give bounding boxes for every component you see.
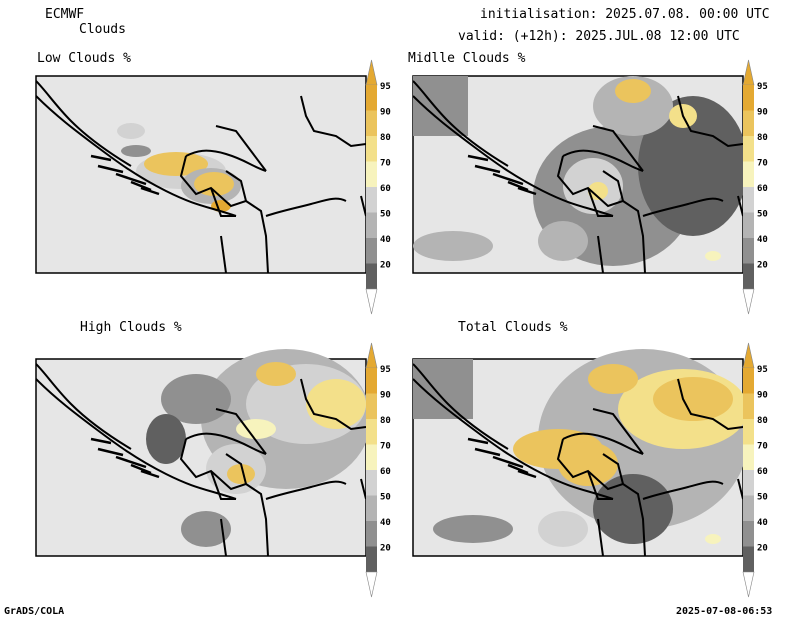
map-high-clouds bbox=[35, 349, 371, 557]
colorbar-tick-label: 50 bbox=[380, 210, 391, 220]
colorbar-segment bbox=[743, 393, 754, 419]
colorbar-tick-label: 60 bbox=[380, 467, 391, 477]
colorbar-tick-label: 95 bbox=[757, 82, 768, 92]
colorbar-segment bbox=[743, 136, 754, 162]
colorbar-tick-label: 80 bbox=[380, 416, 391, 426]
panel-title-mid: Midlle Clouds % bbox=[408, 51, 526, 66]
colorbar-tick-label: 20 bbox=[757, 544, 768, 554]
colorbar-top-arrow bbox=[742, 342, 755, 369]
colorbar-segment bbox=[743, 110, 754, 136]
colorbar-tick-label: 95 bbox=[380, 82, 391, 92]
colorbar-tick-label: 90 bbox=[380, 108, 391, 118]
colorbar-segment bbox=[366, 368, 377, 394]
panel-title-low: Low Clouds % bbox=[37, 51, 131, 66]
colorbar-tick-label: 70 bbox=[757, 442, 768, 452]
colorbar-tick-label: 80 bbox=[757, 416, 768, 426]
map-low-clouds bbox=[35, 75, 367, 274]
colorbar-tick-label: 95 bbox=[380, 365, 391, 375]
colorbar-tick-label: 50 bbox=[757, 210, 768, 220]
model-label: ECMWF bbox=[45, 7, 85, 22]
colorbar-bottom-arrow bbox=[365, 288, 378, 315]
colorbar-tick-label: 70 bbox=[757, 159, 768, 169]
colorbar-tick-label: 50 bbox=[757, 493, 768, 503]
colorbar-segment bbox=[366, 187, 377, 213]
colorbar-segment bbox=[743, 444, 754, 470]
footer-timestamp: 2025-07-08-06:53 bbox=[676, 606, 773, 617]
colorbar-tick-label: 20 bbox=[757, 261, 768, 271]
footer-credit: GrADS/COLA bbox=[4, 606, 65, 617]
map-middle-clouds bbox=[412, 75, 748, 274]
colorbar-total: 95 90 80 70 60 50 40 20 bbox=[742, 342, 768, 598]
colorbar-segment bbox=[743, 161, 754, 187]
colorbar-segment bbox=[743, 212, 754, 238]
colorbar-segment bbox=[743, 85, 754, 111]
colorbar-tick-label: 60 bbox=[380, 184, 391, 194]
colorbar-segment bbox=[366, 263, 377, 289]
colorbar-segment bbox=[366, 495, 377, 521]
colorbar-top-arrow bbox=[365, 59, 378, 86]
panel-title-total: Total Clouds % bbox=[458, 320, 568, 335]
colorbar-tick-label: 60 bbox=[757, 467, 768, 477]
colorbar-low: 95 90 80 70 60 50 40 20 bbox=[365, 59, 391, 315]
panel-title-high: High Clouds % bbox=[80, 320, 182, 335]
colorbar-tick-label: 95 bbox=[757, 365, 768, 375]
colorbar-segment bbox=[366, 419, 377, 445]
colorbar-tick-label: 90 bbox=[757, 108, 768, 118]
colorbar-segment bbox=[366, 136, 377, 162]
map-total-clouds bbox=[412, 349, 748, 557]
colorbar-tick-label: 70 bbox=[380, 442, 391, 452]
colorbar-segment bbox=[366, 470, 377, 496]
colorbar-bottom-arrow bbox=[742, 288, 755, 315]
cloud-field-high bbox=[146, 349, 371, 547]
colorbar-tick-label: 50 bbox=[380, 493, 391, 503]
colorbar-segment bbox=[366, 546, 377, 572]
colorbar-top-arrow bbox=[742, 59, 755, 86]
colorbar-tick-label: 20 bbox=[380, 261, 391, 271]
colorbar-tick-label: 90 bbox=[380, 391, 391, 401]
colorbar-high: 95 90 80 70 60 50 40 20 bbox=[365, 342, 391, 598]
colorbar-segment bbox=[366, 85, 377, 111]
colorbar-segment bbox=[366, 110, 377, 136]
colorbar-segment bbox=[743, 187, 754, 213]
colorbar-tick-label: 40 bbox=[380, 518, 391, 528]
colorbar-segment bbox=[743, 521, 754, 547]
colorbar-segment bbox=[366, 238, 377, 264]
colorbar-tick-label: 80 bbox=[757, 133, 768, 143]
colorbar-segment bbox=[366, 212, 377, 238]
colorbar-tick-label: 70 bbox=[380, 159, 391, 169]
colorbar-top-arrow bbox=[365, 342, 378, 369]
colorbar-tick-label: 20 bbox=[380, 544, 391, 554]
valid-time-label: valid: (+12h): 2025.JUL.08 12:00 UTC bbox=[458, 29, 740, 44]
colorbar-segment bbox=[743, 368, 754, 394]
colorbar-tick-label: 40 bbox=[757, 235, 768, 245]
colorbar-segment bbox=[743, 238, 754, 264]
colorbar-tick-label: 90 bbox=[757, 391, 768, 401]
colorbar-segment bbox=[743, 546, 754, 572]
colorbar-tick-label: 40 bbox=[380, 235, 391, 245]
colorbar-segment bbox=[366, 444, 377, 470]
initialisation-label: initialisation: 2025.07.08. 00:00 UTC bbox=[480, 7, 770, 22]
colorbar-tick-label: 60 bbox=[757, 184, 768, 194]
colorbar-segment bbox=[743, 419, 754, 445]
colorbar-segment bbox=[366, 521, 377, 547]
colorbar-segment bbox=[366, 161, 377, 187]
colorbar-segment bbox=[743, 470, 754, 496]
colorbar-tick-label: 80 bbox=[380, 133, 391, 143]
colorbar-bottom-arrow bbox=[742, 571, 755, 598]
colorbar-bottom-arrow bbox=[365, 571, 378, 598]
product-label: Clouds bbox=[79, 22, 126, 37]
colorbar-segment bbox=[743, 495, 754, 521]
colorbar-mid: 95 90 80 70 60 50 40 20 bbox=[742, 59, 768, 315]
colorbar-segment bbox=[743, 263, 754, 289]
colorbar-segment bbox=[366, 393, 377, 419]
colorbar-tick-label: 40 bbox=[757, 518, 768, 528]
